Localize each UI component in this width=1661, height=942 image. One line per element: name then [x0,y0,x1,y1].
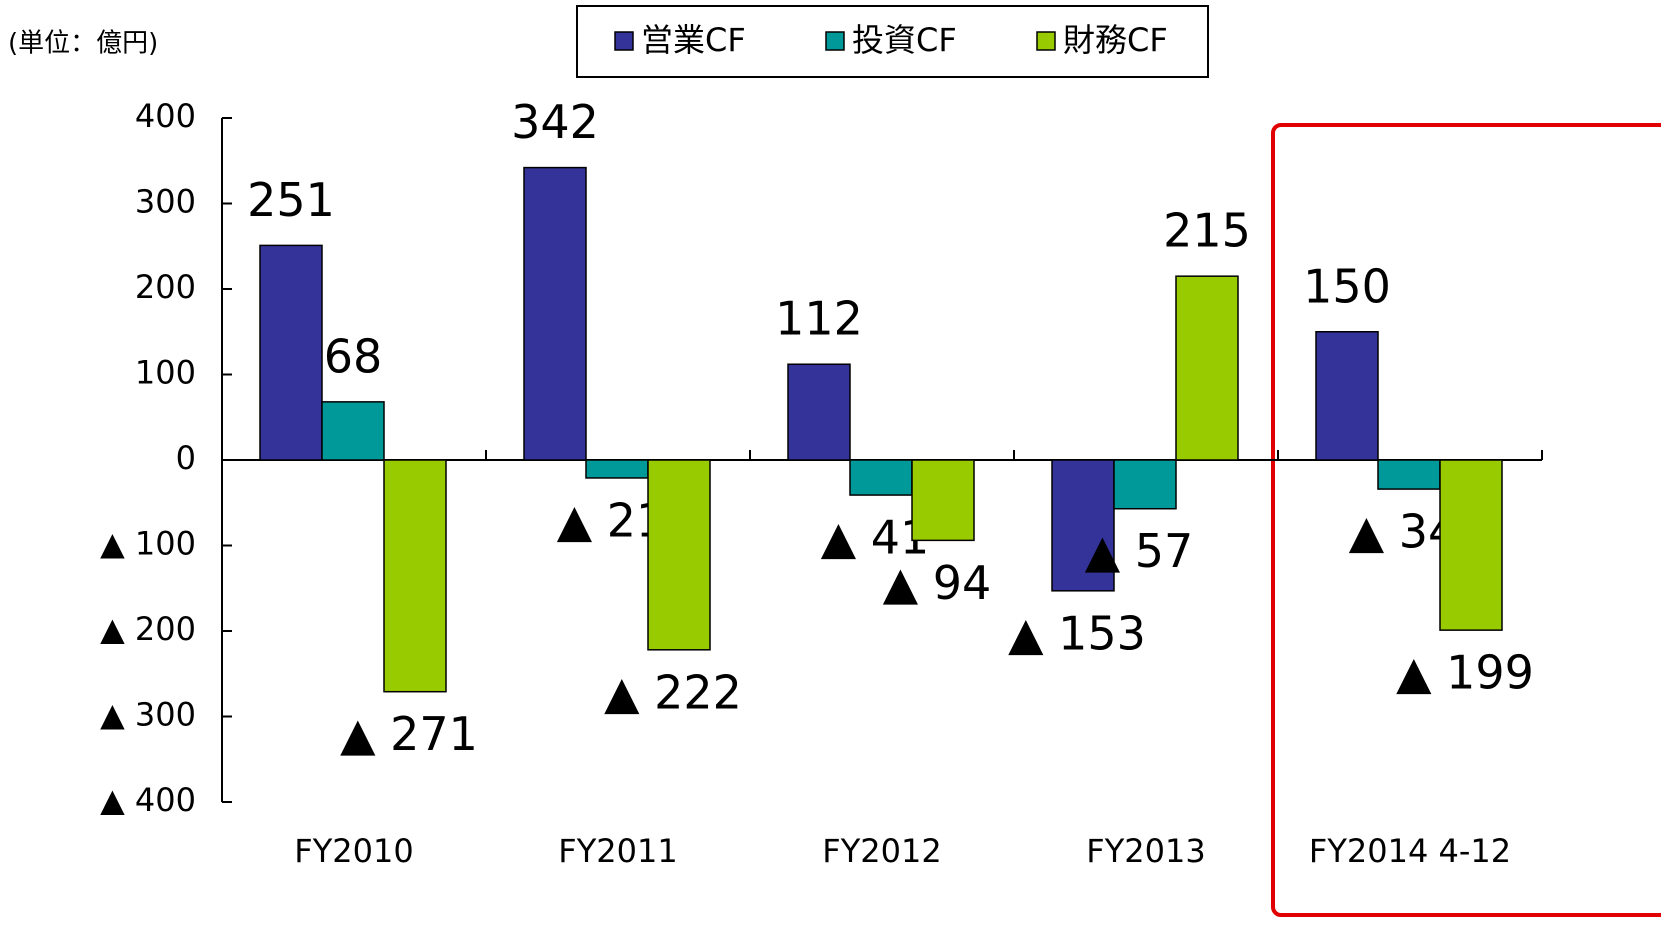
value-label: 150 [1303,259,1391,313]
x-tick-label: FY2012 [822,832,941,870]
y-tick-label: 300 [135,183,196,221]
bar [383,459,447,693]
bar [1377,459,1441,490]
legend-swatch [614,31,634,51]
y-tick-label: 100 [135,354,196,392]
value-label: 68 [324,329,383,383]
bar [1439,459,1503,631]
legend-label: 営業CF [641,21,746,59]
unit-label: (単位：億円) [8,29,158,59]
legend-box [576,5,1209,78]
value-label: 215 [1163,204,1251,258]
bar [1051,459,1115,592]
bar [259,244,323,461]
legend-label: 投資CF [852,21,957,59]
legend-label: 財務CF [1063,21,1168,59]
bar [787,363,851,461]
bar [523,166,587,461]
x-tick-label: FY2011 [558,832,677,870]
x-tick-label: FY2010 [294,832,413,870]
x-tick-label: FY2014 4-12 [1309,832,1511,870]
bar [1315,331,1379,461]
value-label: ▲ 222 [604,665,742,719]
value-label: ▲ 41 [821,511,930,565]
value-label: 342 [511,95,599,149]
y-tick-label: ▲ 400 [100,781,196,819]
y-tick-label: ▲ 200 [100,610,196,648]
bar [321,401,385,461]
value-label: ▲ 34 [1349,505,1458,559]
value-label: ▲ 21 [557,493,666,547]
y-tick-label: ▲ 300 [100,696,196,734]
value-label: ▲ 271 [340,707,478,761]
bar [1113,459,1177,510]
bar [585,459,649,479]
bar [647,459,711,651]
y-tick-label: ▲ 100 [100,525,196,563]
bar [849,459,913,496]
value-label: ▲ 57 [1085,524,1194,578]
y-tick-label: 0 [176,439,196,477]
value-label: 251 [247,173,335,227]
highlight-box [1271,123,1661,917]
x-tick-label: FY2013 [1086,832,1205,870]
value-label: ▲ 199 [1396,646,1534,700]
value-label: ▲ 153 [1008,606,1146,660]
y-tick-label: 200 [135,268,196,306]
legend-swatch [825,31,845,51]
value-label: 112 [775,292,863,346]
bar [1175,275,1239,461]
value-label: ▲ 94 [883,556,992,610]
bar [911,459,975,542]
y-tick-label: 400 [135,97,196,135]
legend-swatch [1036,31,1056,51]
